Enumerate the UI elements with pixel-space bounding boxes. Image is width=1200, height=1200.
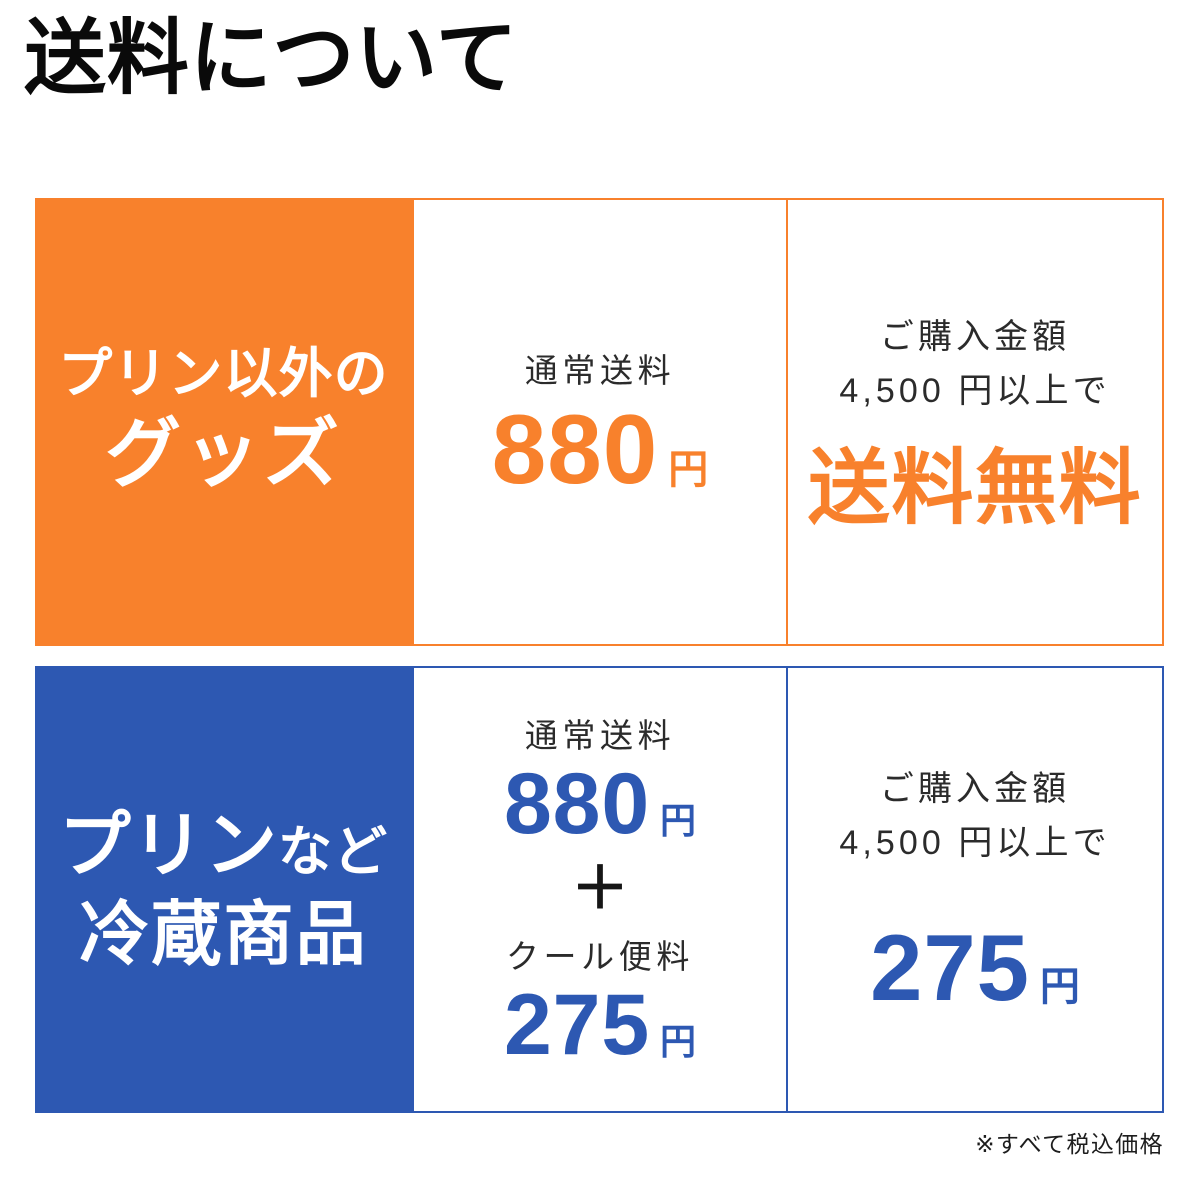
price-value: 880 bbox=[491, 393, 659, 504]
standard-shipping-cell-goods: 通常送料 880 円 bbox=[414, 200, 786, 644]
purchase-condition-line1: ご購入金額 bbox=[879, 769, 1071, 808]
standard-shipping-label: 通常送料 bbox=[524, 717, 676, 755]
purchase-condition-line1: ご購入金額 bbox=[879, 317, 1071, 356]
free-shipping-cell: ご購入金額 4,500 円以上で 送料無料 bbox=[786, 200, 1162, 644]
discounted-shipping-cell: ご購入金額 4,500 円以上で 275 円 bbox=[786, 668, 1162, 1111]
category-label-suffix: など bbox=[278, 821, 389, 882]
purchase-condition-line2: 4,500 円以上で bbox=[839, 824, 1111, 863]
standard-shipping-label: 通常送料 bbox=[524, 351, 676, 389]
category-label-line2: 冷蔵商品 bbox=[79, 894, 368, 973]
cool-delivery-label: クール便料 bbox=[505, 937, 695, 975]
fee-cells-goods: 通常送料 880 円 ご購入金額 4,500 円以上で 送料無料 bbox=[412, 198, 1164, 646]
category-cell-goods: プリン以外の グッズ bbox=[35, 198, 412, 646]
free-shipping-highlight: 送料無料 bbox=[807, 443, 1143, 535]
category-label-line1: プリン以外の bbox=[58, 344, 389, 405]
category-cell-refrigerated: プリンなど 冷蔵商品 bbox=[35, 666, 412, 1113]
category-label-line1: プリンなど bbox=[59, 801, 388, 891]
yen-unit: 円 bbox=[668, 447, 709, 492]
yen-unit: 円 bbox=[660, 800, 697, 842]
price-value: 880 bbox=[503, 756, 651, 853]
plus-sign: ＋ bbox=[570, 855, 629, 921]
purchase-condition-line2: 4,500 円以上で bbox=[839, 371, 1111, 410]
page-title: 送料について bbox=[24, 13, 519, 104]
row-non-pudding-goods: プリン以外の グッズ 通常送料 880 円 ご購入金額 4,500 円以上で 送… bbox=[35, 198, 1164, 646]
category-label-main: プリン bbox=[58, 805, 279, 886]
discounted-price: 275 円 bbox=[870, 914, 1080, 1020]
tax-included-footnote: ※すべて税込価格 bbox=[975, 1131, 1164, 1157]
row-refrigerated-items: プリンなど 冷蔵商品 通常送料 880 円 ＋ クール便料 275 円 bbox=[35, 666, 1164, 1113]
shipping-table: プリン以外の グッズ 通常送料 880 円 ご購入金額 4,500 円以上で 送… bbox=[35, 198, 1164, 1113]
price-value: 275 bbox=[503, 976, 651, 1073]
fee-cells-refrigerated: 通常送料 880 円 ＋ クール便料 275 円 ご購入金額 4,500 円以上… bbox=[412, 666, 1164, 1113]
yen-unit: 円 bbox=[660, 1020, 697, 1062]
yen-unit: 円 bbox=[1039, 964, 1080, 1009]
cool-delivery-price: 275 円 bbox=[503, 976, 697, 1073]
standard-shipping-price: 880 円 bbox=[491, 393, 709, 504]
price-value: 275 bbox=[870, 914, 1030, 1020]
category-label-line2: グッズ bbox=[104, 411, 343, 497]
standard-plus-cool-shipping-cell: 通常送料 880 円 ＋ クール便料 275 円 bbox=[414, 668, 786, 1111]
standard-shipping-price: 880 円 bbox=[503, 756, 697, 853]
